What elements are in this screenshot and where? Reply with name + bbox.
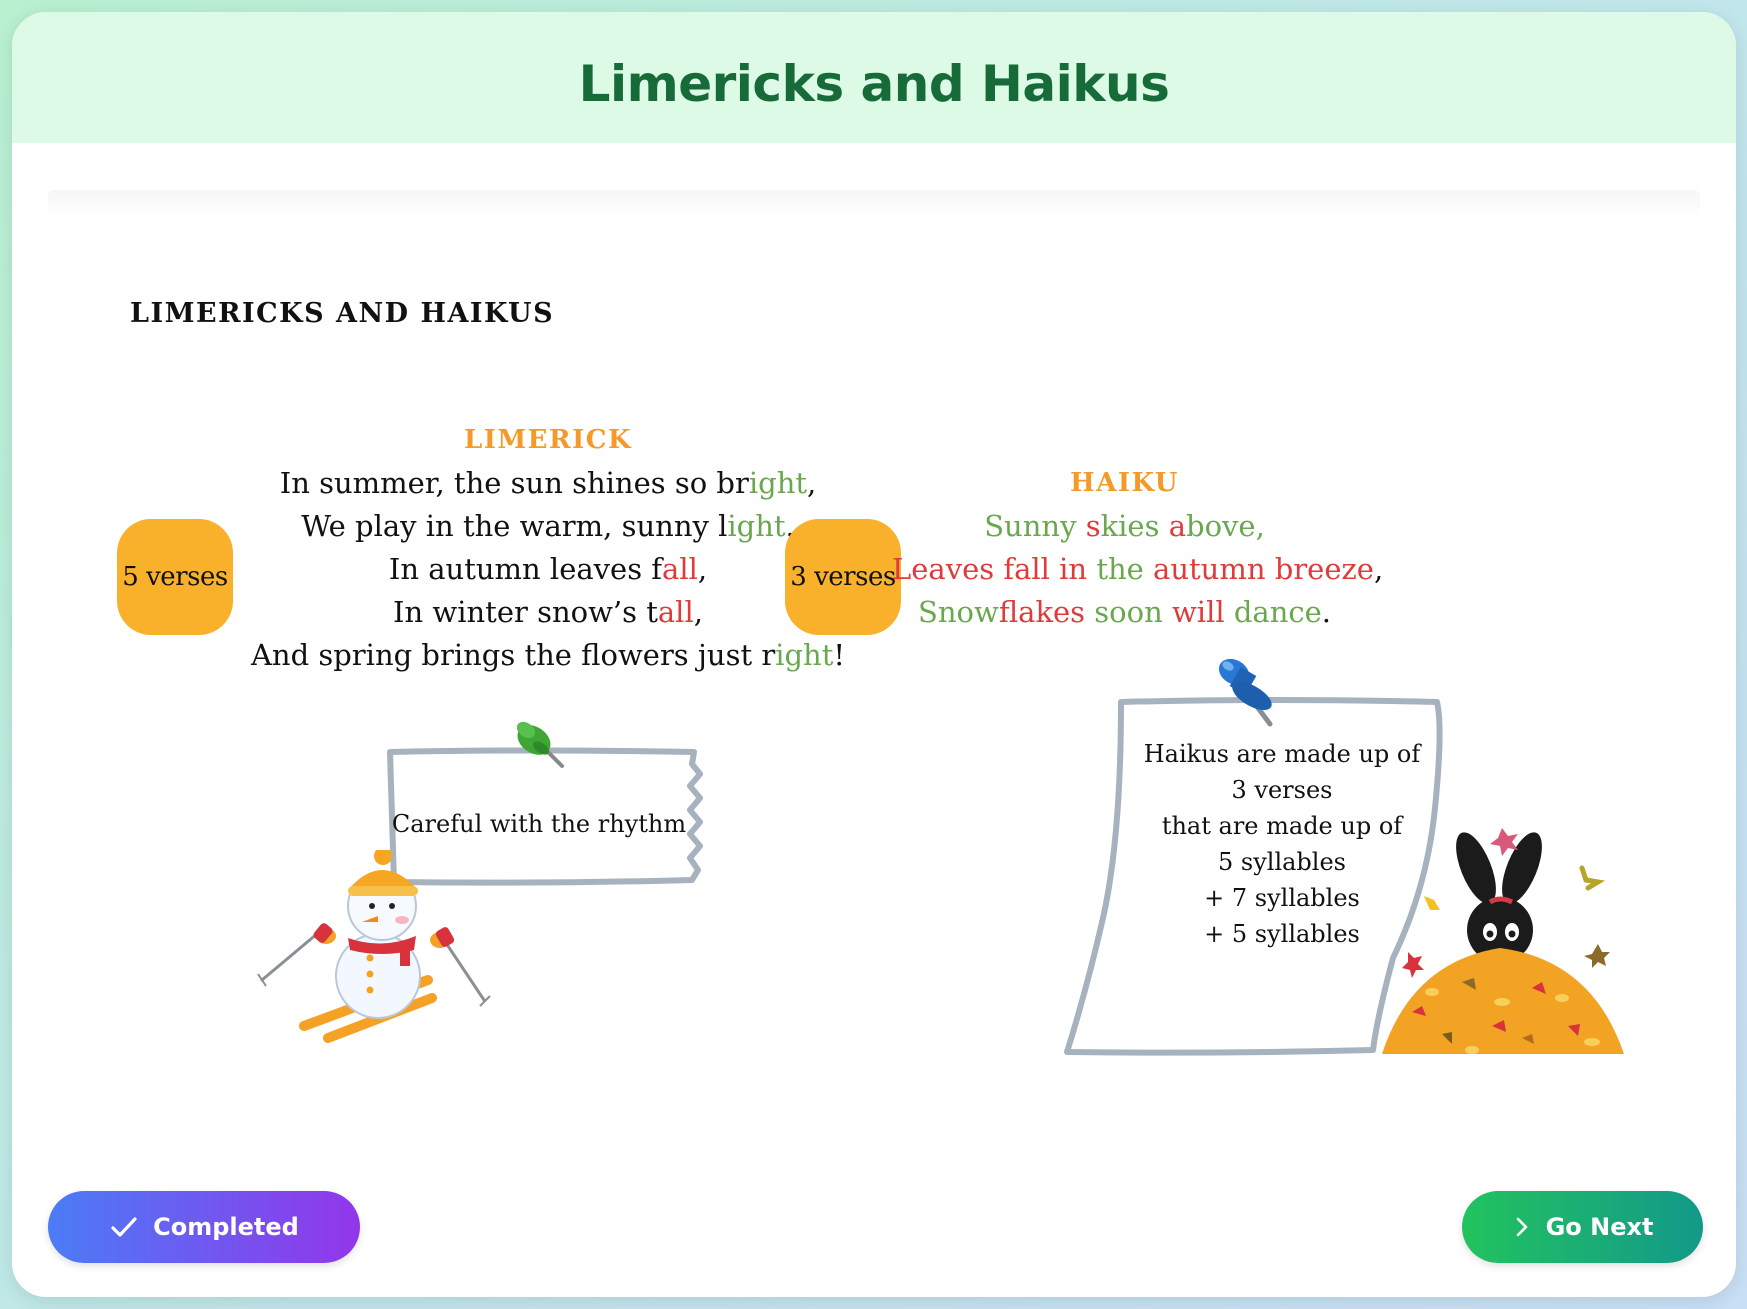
lesson-card: Limericks and Haikus LIMERICKS AND HAIKU…	[12, 12, 1736, 1297]
haiku-line-segment: Leaves	[892, 552, 1004, 586]
haiku-line-segment: a	[1168, 509, 1186, 543]
haiku-line: Snowflakes soon will dance.	[892, 591, 1357, 634]
haiku-note-line: + 5 syllables	[1204, 920, 1360, 948]
limerick-lines: In summer, the sun shines so bright, We p…	[222, 462, 874, 677]
limerick-verse-count-badge: 5 verses	[117, 519, 233, 635]
haiku-note-line: that are made up of	[1161, 812, 1403, 840]
section-title: LIMERICKS AND HAIKUS	[130, 298, 555, 329]
limerick-line: In winter snow’s tall,	[222, 591, 874, 634]
haiku-line-segment: kies	[1100, 509, 1169, 543]
haiku-lines: Sunny skies above, Leaves fall in the aut…	[892, 505, 1383, 634]
haiku-note-line: 5 syllables	[1218, 848, 1346, 876]
blue-pushpin-icon	[1218, 658, 1273, 727]
haiku-line-segment: fall	[1003, 552, 1060, 586]
haiku-line-segment: soon	[1094, 595, 1172, 629]
go-next-button-label: Go Next	[1545, 1213, 1654, 1241]
chevron-right-icon	[1516, 1217, 1527, 1237]
limerick-title: LIMERICK	[463, 425, 633, 455]
limerick-line-segment: !	[833, 638, 846, 672]
haiku-note-line: Haikus are made up of	[1143, 740, 1421, 768]
limerick-line-segment: And spring brings the flowers just r	[250, 638, 776, 672]
limerick-line-segment: In winter snow’s t	[393, 595, 658, 629]
haiku-line-segment: dance	[1233, 595, 1322, 629]
limerick-line-segment: ight	[775, 638, 834, 672]
limerick-line: And spring brings the flowers just right…	[222, 634, 874, 677]
haiku-line-segment: in	[1059, 552, 1097, 586]
haiku-line-segment: bove,	[1186, 509, 1265, 543]
skiing-snowman-illustration	[257, 850, 491, 1043]
haiku-line: Leaves fall in the autumn breeze,	[892, 548, 1383, 591]
haiku-line-segment: Snow	[917, 595, 999, 629]
green-pushpin-icon	[516, 721, 564, 768]
limerick-line-segment: In autumn leaves f	[388, 552, 663, 586]
limerick-line-segment: We play in the warm, sunny l	[301, 509, 728, 543]
haiku-poem: HAIKU Sunny skies above, Leaves fall in t…	[892, 462, 1383, 634]
divider	[48, 190, 1700, 220]
page-title: Limericks and Haikus	[578, 54, 1170, 113]
limerick-line-segment: In summer, the sun shines so br	[279, 466, 749, 500]
limerick-line: We play in the warm, sunny light.	[222, 505, 874, 548]
limerick-note-text: Careful with the rhythm	[391, 810, 687, 838]
haiku-title: HAIKU	[1070, 468, 1179, 498]
limerick-line-segment: ,	[697, 552, 708, 586]
haiku-note-line: 3 verses	[1231, 776, 1333, 804]
completed-button-label: Completed	[153, 1213, 299, 1241]
haiku-line-segment: .	[1321, 595, 1332, 629]
limerick-poem: LIMERICK In summer, the sun shines so br…	[222, 419, 874, 677]
haiku-line-segment: will	[1171, 595, 1234, 629]
haiku-line-segment: Sunny	[984, 509, 1086, 543]
go-next-button[interactable]: Go Next	[1462, 1191, 1703, 1263]
haiku-line-segment: s	[1085, 509, 1101, 543]
limerick-line-segment: all	[657, 595, 694, 629]
haiku-line: Sunny skies above,	[892, 505, 1357, 548]
haiku-line-segment: breeze	[1274, 552, 1374, 586]
page-header: Limericks and Haikus	[12, 12, 1736, 143]
haiku-note-text: Haikus are made up of 3 verses that are ma…	[1122, 736, 1442, 952]
limerick-line: In summer, the sun shines so bright,	[222, 462, 874, 505]
haiku-line-segment: autumn	[1153, 552, 1275, 586]
haiku-line-segment: ,	[1373, 552, 1384, 586]
completed-button[interactable]: Completed	[48, 1191, 360, 1263]
check-icon	[111, 1217, 137, 1237]
limerick-line-segment: ight	[748, 466, 808, 500]
limerick-line-segment: .	[785, 509, 795, 543]
limerick-line-segment: all	[662, 552, 698, 586]
haiku-note-paper	[1064, 697, 1443, 1056]
limerick-line: In autumn leaves fall,	[222, 548, 874, 591]
rabbit-in-leaf-pile-illustration	[1382, 828, 1624, 1054]
limerick-line-segment: ight	[727, 509, 786, 543]
limerick-line-segment: ,	[693, 595, 703, 629]
haiku-line-segment: the	[1096, 552, 1154, 586]
haiku-line-segment: flakes	[998, 595, 1095, 629]
haiku-verse-count-badge: 3 verses	[785, 519, 901, 635]
limerick-line-segment: ,	[807, 466, 817, 500]
haiku-note-line: + 7 syllables	[1204, 884, 1360, 912]
